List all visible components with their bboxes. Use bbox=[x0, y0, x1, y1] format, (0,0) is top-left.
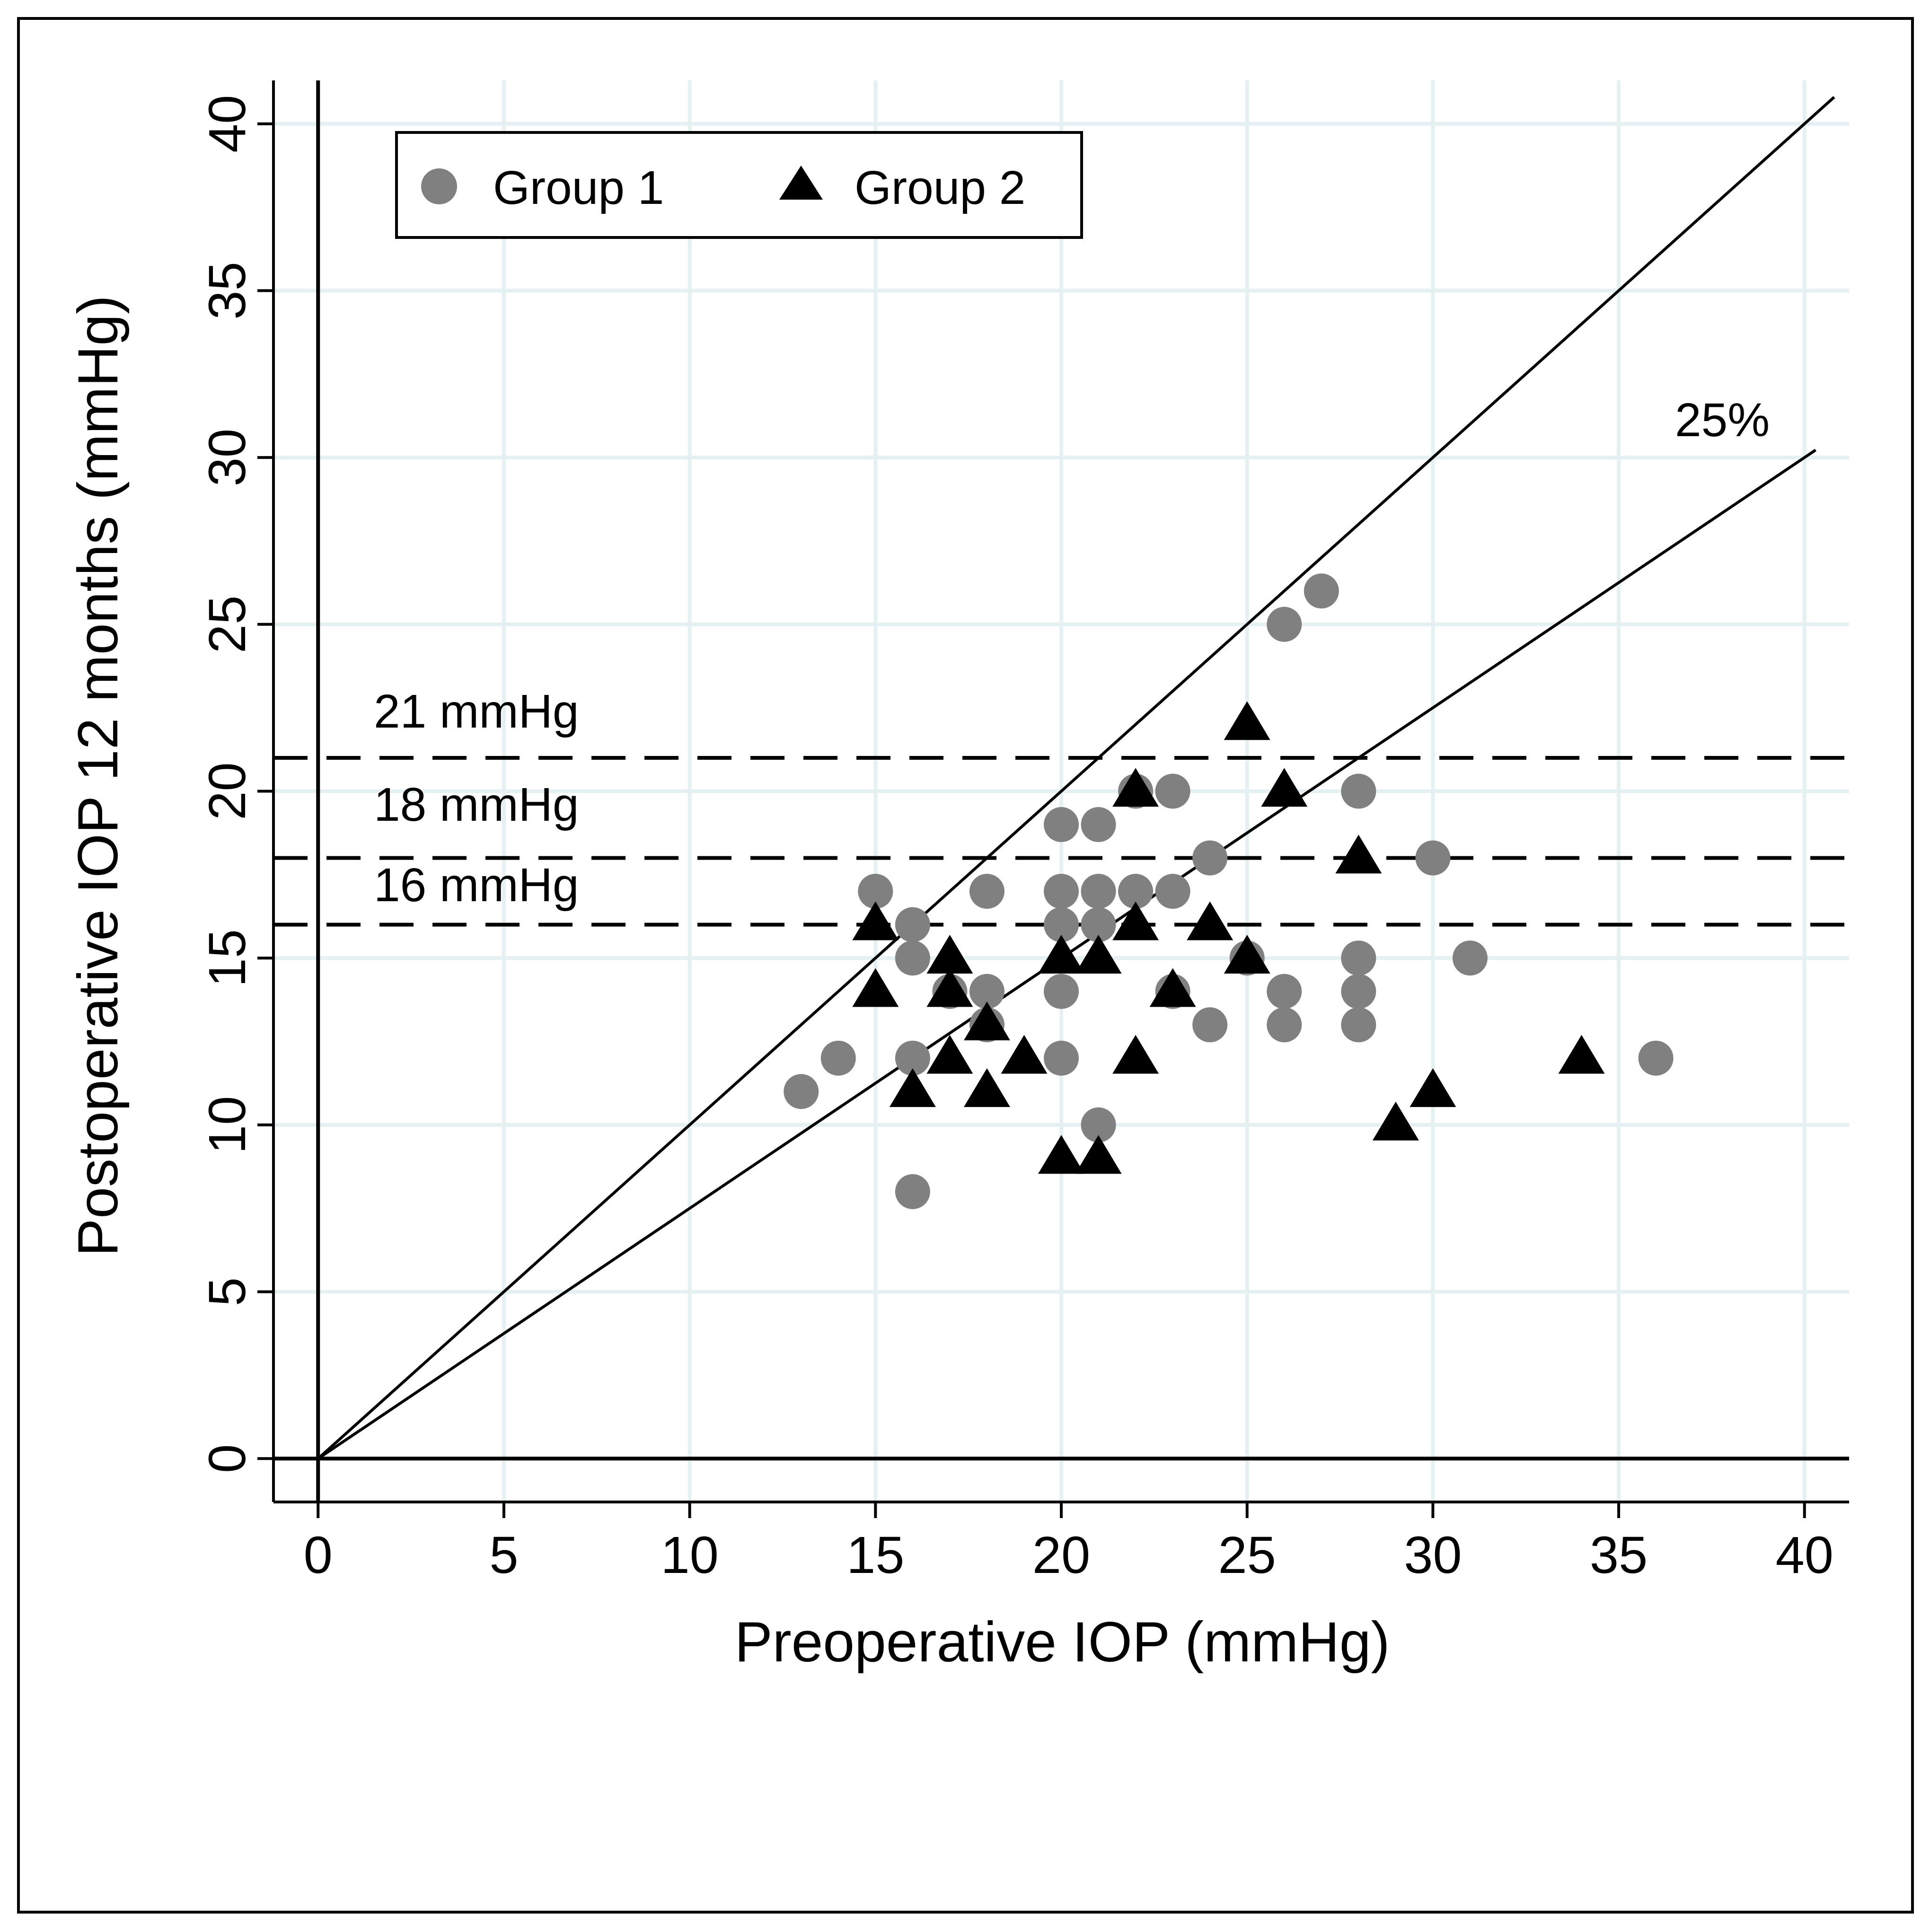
threshold-label-21: 21 mmHg bbox=[374, 685, 579, 738]
group2-point-5 bbox=[926, 1035, 973, 1074]
y-tick-label-40: 40 bbox=[198, 95, 256, 153]
group2-point-4 bbox=[926, 968, 973, 1007]
threshold-labels: 21 mmHg 18 mmHg 16 mmHg bbox=[374, 685, 579, 912]
y-tick-label-25: 25 bbox=[198, 596, 256, 653]
group1-point-17 bbox=[1081, 874, 1116, 909]
group1-point-22 bbox=[1155, 773, 1190, 809]
data-points bbox=[784, 573, 1674, 1209]
y-axis-label: Postoperative IOP 12 months (mmHg) bbox=[66, 295, 130, 1256]
group2-point-11 bbox=[1075, 934, 1122, 974]
group1-point-28 bbox=[1267, 606, 1302, 642]
group2-point-2 bbox=[889, 1068, 936, 1107]
legend-circle-icon bbox=[421, 168, 457, 204]
legend-label-group-2: Group 2 bbox=[855, 161, 1025, 214]
legend-label-group-1: Group 1 bbox=[493, 161, 664, 214]
group2-point-13 bbox=[1112, 768, 1159, 807]
reference-line-identity bbox=[317, 96, 1835, 1460]
grid bbox=[273, 80, 1849, 1502]
y-tick-label-35: 35 bbox=[198, 262, 256, 319]
x-tick-label-0: 0 bbox=[304, 1526, 333, 1584]
group1-point-9 bbox=[969, 974, 1005, 1009]
group2-point-17 bbox=[1187, 901, 1234, 940]
y-tick-label-30: 30 bbox=[198, 429, 256, 486]
group1-point-18 bbox=[1081, 907, 1116, 942]
group2-point-1 bbox=[852, 968, 899, 1007]
group1-point-25 bbox=[1192, 840, 1228, 876]
group2-point-21 bbox=[1335, 834, 1382, 874]
group2-point-14 bbox=[1112, 901, 1159, 940]
group1-point-33 bbox=[1341, 940, 1376, 976]
group2-point-0 bbox=[852, 901, 899, 940]
group2-point-24 bbox=[1558, 1035, 1605, 1074]
group1-point-30 bbox=[1267, 1007, 1302, 1043]
group1-point-0 bbox=[784, 1074, 819, 1109]
group1-point-13 bbox=[1044, 907, 1079, 942]
x-tick-label-20: 20 bbox=[1032, 1526, 1090, 1584]
group1-point-3 bbox=[895, 907, 930, 942]
group1-point-12 bbox=[1044, 874, 1079, 909]
group2-point-18 bbox=[1224, 701, 1270, 740]
group1-point-29 bbox=[1267, 974, 1302, 1009]
group1-point-16 bbox=[1081, 807, 1116, 843]
x-tick-label-35: 35 bbox=[1590, 1526, 1648, 1584]
group2-point-12 bbox=[1075, 1135, 1122, 1174]
group2-point-9 bbox=[1038, 934, 1084, 974]
group2-point-16 bbox=[1149, 968, 1196, 1007]
group1-point-34 bbox=[1341, 974, 1376, 1009]
group1-point-36 bbox=[1415, 840, 1451, 876]
group1-point-37 bbox=[1452, 940, 1488, 976]
threshold-label-16: 16 mmHg bbox=[374, 859, 579, 912]
group1-point-19 bbox=[1081, 1107, 1116, 1142]
y-tick-label-0: 0 bbox=[198, 1444, 256, 1473]
x-tick-label-5: 5 bbox=[489, 1526, 518, 1584]
group2-point-22 bbox=[1372, 1101, 1419, 1141]
legend-box bbox=[395, 131, 1083, 239]
group2-point-19 bbox=[1224, 934, 1270, 974]
group1-point-21 bbox=[1118, 874, 1154, 909]
group2-point-7 bbox=[963, 1068, 1010, 1107]
group1-point-6 bbox=[895, 1174, 930, 1209]
x-tick-label-30: 30 bbox=[1404, 1526, 1462, 1584]
group1-point-8 bbox=[969, 874, 1005, 909]
percent-line-label: 25% bbox=[1675, 394, 1770, 447]
group1-point-11 bbox=[1044, 807, 1079, 843]
group1-point-23 bbox=[1155, 874, 1190, 909]
legend: Group 1 Group 2 bbox=[395, 131, 1083, 239]
group2-point-15 bbox=[1112, 1035, 1159, 1074]
x-tick-label-40: 40 bbox=[1776, 1526, 1833, 1584]
y-tick-label-10: 10 bbox=[198, 1096, 256, 1154]
group1-point-5 bbox=[895, 1040, 930, 1076]
group1-point-14 bbox=[1044, 974, 1079, 1009]
y-tick-label-15: 15 bbox=[198, 929, 256, 987]
group1-point-2 bbox=[858, 874, 893, 909]
group1-point-1 bbox=[820, 1040, 856, 1076]
group1-point-15 bbox=[1044, 1040, 1079, 1076]
y-tick-label-20: 20 bbox=[198, 762, 256, 820]
x-tick-label-10: 10 bbox=[661, 1526, 718, 1584]
group1-point-4 bbox=[895, 940, 930, 976]
group2-point-8 bbox=[1001, 1035, 1048, 1074]
group2-point-3 bbox=[926, 934, 973, 974]
group2-point-20 bbox=[1261, 768, 1308, 807]
group2-point-10 bbox=[1038, 1135, 1084, 1174]
x-tick-label-15: 15 bbox=[846, 1526, 904, 1584]
legend-triangle-icon bbox=[779, 166, 823, 200]
group1-point-35 bbox=[1341, 1007, 1376, 1043]
group1-point-31 bbox=[1304, 573, 1339, 609]
group1-point-32 bbox=[1341, 773, 1376, 809]
y-tick-label-5: 5 bbox=[198, 1277, 256, 1306]
group1-point-26 bbox=[1192, 1007, 1228, 1043]
x-axis-label: Preoperative IOP (mmHg) bbox=[735, 1610, 1390, 1674]
threshold-label-18: 18 mmHg bbox=[374, 778, 579, 831]
y-axis-ticks: 0 5 10 15 20 25 30 35 40 bbox=[198, 95, 273, 1473]
x-axis-ticks: 0 5 10 15 20 25 30 35 40 bbox=[304, 1502, 1833, 1584]
x-tick-label-25: 25 bbox=[1218, 1526, 1276, 1584]
group1-point-38 bbox=[1638, 1040, 1674, 1076]
group2-point-6 bbox=[963, 1001, 1010, 1041]
group2-point-23 bbox=[1410, 1068, 1456, 1107]
